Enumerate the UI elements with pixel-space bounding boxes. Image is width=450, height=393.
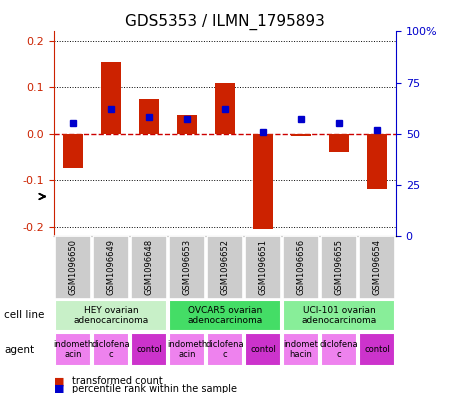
- Text: OVCAR5 ovarian
adenocarcinoma: OVCAR5 ovarian adenocarcinoma: [187, 306, 263, 325]
- Text: indomet
hacin: indomet hacin: [284, 340, 319, 360]
- Bar: [176, 115, 198, 134]
- Bar: [100, 62, 122, 134]
- Text: GSM1096652: GSM1096652: [220, 239, 230, 295]
- Bar: [245, 333, 281, 366]
- Bar: [283, 300, 395, 331]
- Text: GSM1096653: GSM1096653: [183, 239, 192, 295]
- Title: GDS5353 / ILMN_1795893: GDS5353 / ILMN_1795893: [125, 14, 325, 30]
- Bar: [93, 236, 129, 299]
- Bar: [283, 236, 319, 299]
- Text: contol: contol: [136, 345, 162, 354]
- Bar: [207, 236, 243, 299]
- Text: UCI-101 ovarian
adenocarcinoma: UCI-101 ovarian adenocarcinoma: [302, 306, 377, 325]
- Bar: [63, 134, 83, 169]
- Bar: [245, 236, 281, 299]
- Bar: [169, 333, 205, 366]
- Bar: [283, 333, 319, 366]
- Text: percentile rank within the sample: percentile rank within the sample: [72, 384, 237, 393]
- Text: ■: ■: [54, 384, 64, 393]
- Bar: [207, 333, 243, 366]
- Bar: [131, 236, 167, 299]
- Text: diclofena
c: diclofena c: [320, 340, 358, 360]
- Text: GSM1096654: GSM1096654: [373, 239, 382, 295]
- Bar: [55, 236, 91, 299]
- Bar: [131, 333, 167, 366]
- Bar: [93, 333, 129, 366]
- Bar: [321, 236, 357, 299]
- Text: transformed count: transformed count: [72, 376, 163, 386]
- Bar: [359, 333, 395, 366]
- Bar: [291, 134, 311, 136]
- Text: GSM1096648: GSM1096648: [144, 239, 153, 295]
- Text: ■: ■: [54, 376, 64, 386]
- Bar: [169, 300, 281, 331]
- Text: contol: contol: [364, 345, 390, 354]
- Bar: [215, 83, 235, 134]
- Bar: [367, 134, 387, 189]
- Text: agent: agent: [4, 345, 35, 355]
- Bar: [55, 333, 91, 366]
- Text: GSM1096650: GSM1096650: [68, 239, 77, 295]
- Text: GSM1096655: GSM1096655: [334, 239, 343, 295]
- Bar: [252, 134, 274, 229]
- Bar: [321, 333, 357, 366]
- Text: diclofena
c: diclofena c: [206, 340, 244, 360]
- Text: indometh
acin: indometh acin: [53, 340, 93, 360]
- Text: diclofena
c: diclofena c: [92, 340, 130, 360]
- Text: GSM1096651: GSM1096651: [258, 239, 267, 295]
- Text: GSM1096649: GSM1096649: [107, 239, 116, 295]
- Text: HEY ovarian
adenocarcinoma: HEY ovarian adenocarcinoma: [73, 306, 148, 325]
- Text: indometh
acin: indometh acin: [167, 340, 207, 360]
- Bar: [55, 300, 167, 331]
- Bar: [139, 99, 159, 134]
- Text: GSM1096656: GSM1096656: [297, 239, 306, 295]
- Bar: [359, 236, 395, 299]
- Bar: [328, 134, 350, 152]
- Bar: [169, 236, 205, 299]
- Text: cell line: cell line: [4, 310, 45, 320]
- Text: contol: contol: [250, 345, 276, 354]
